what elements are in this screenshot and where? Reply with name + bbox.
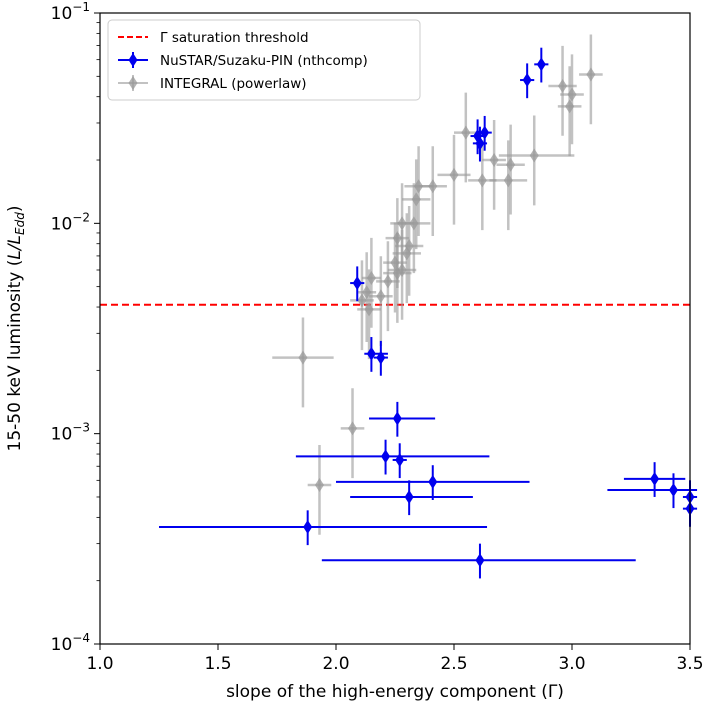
data-point <box>461 125 471 140</box>
axis-ticks: 1.0 1.5 2.0 2.5 3.0 3.510−410−310−210−1 <box>51 0 704 674</box>
data-point <box>529 148 539 163</box>
data-point <box>503 173 513 188</box>
data-point <box>475 136 485 151</box>
legend-nustar-swatch <box>118 52 148 68</box>
x-axis-label: slope of the high-energy component (Γ) <box>226 682 564 702</box>
data-point <box>536 57 546 72</box>
data-point <box>383 274 393 289</box>
data-point <box>480 125 490 140</box>
x-tick-label: 2.5 <box>440 654 467 674</box>
y-tick-exponent: −2 <box>72 210 90 224</box>
legend: Γ saturation threshold NuSTAR/Suzaku-PIN… <box>107 19 421 101</box>
data-point <box>366 346 376 361</box>
data-point <box>314 478 324 493</box>
y-tick-base: 10 <box>51 214 73 234</box>
data-point <box>395 452 405 467</box>
x-tick-label: 3.5 <box>676 654 703 674</box>
y-tick-exponent: −3 <box>72 421 90 435</box>
data-point <box>449 167 459 182</box>
data-point <box>381 449 391 464</box>
data-point <box>298 350 308 365</box>
data-point <box>348 421 358 436</box>
legend-swatch-marker <box>128 53 138 67</box>
data-point <box>397 216 407 231</box>
x-tick-label: 3.0 <box>558 654 585 674</box>
data-point <box>392 266 402 281</box>
y-tick-base: 10 <box>51 425 73 445</box>
y-tick-base: 10 <box>51 635 73 655</box>
data-point <box>402 246 412 261</box>
data-series-layer <box>159 34 698 579</box>
y-tick-base: 10 <box>51 4 73 24</box>
y-label-ratio: L/L <box>5 235 25 260</box>
data-point <box>392 411 402 426</box>
legend-threshold-label: Γ saturation threshold <box>160 30 309 46</box>
data-point <box>489 153 499 168</box>
x-tick-label: 1.5 <box>204 654 231 674</box>
data-point <box>428 474 438 489</box>
x-tick-label: 1.0 <box>86 654 113 674</box>
y-label-subscript: Edd <box>13 212 27 235</box>
data-point <box>477 173 487 188</box>
y-tick-label: 10−3 <box>51 421 90 445</box>
legend-integral-label: INTEGRAL (powerlaw) <box>160 76 307 92</box>
y-tick-label: 10−4 <box>51 631 90 655</box>
y-label-prefix: 15-50 keV luminosity ( <box>5 260 25 452</box>
data-point <box>650 471 660 486</box>
legend-box <box>107 19 421 101</box>
data-point <box>376 289 386 304</box>
plot-frame <box>99 12 691 645</box>
data-point <box>352 276 362 291</box>
data-point <box>558 78 568 93</box>
data-point <box>376 350 386 365</box>
data-point <box>303 519 313 534</box>
data-point <box>364 302 374 317</box>
legend-nustar-label: NuSTAR/Suzaku-PIN (nthcomp) <box>160 53 368 69</box>
data-point <box>357 293 367 308</box>
data-point <box>567 87 577 102</box>
legend-swatch-marker <box>128 76 138 90</box>
data-point <box>668 482 678 497</box>
y-axis-label: 15-50 keV luminosity (L/LEdd) <box>5 206 27 452</box>
y-tick-label: 10−2 <box>51 210 90 234</box>
y-tick-label: 10−1 <box>51 0 90 24</box>
data-point <box>586 67 596 82</box>
legend-integral-swatch <box>118 75 148 91</box>
data-point <box>404 489 414 504</box>
data-point <box>522 73 532 88</box>
data-point <box>475 553 485 568</box>
series-integral <box>272 34 603 535</box>
series-nustar <box>159 47 698 579</box>
x-tick-label: 2.0 <box>322 654 349 674</box>
y-label-suffix: ) <box>5 206 25 213</box>
y-tick-exponent: −1 <box>72 0 90 14</box>
y-tick-exponent: −4 <box>72 631 90 645</box>
